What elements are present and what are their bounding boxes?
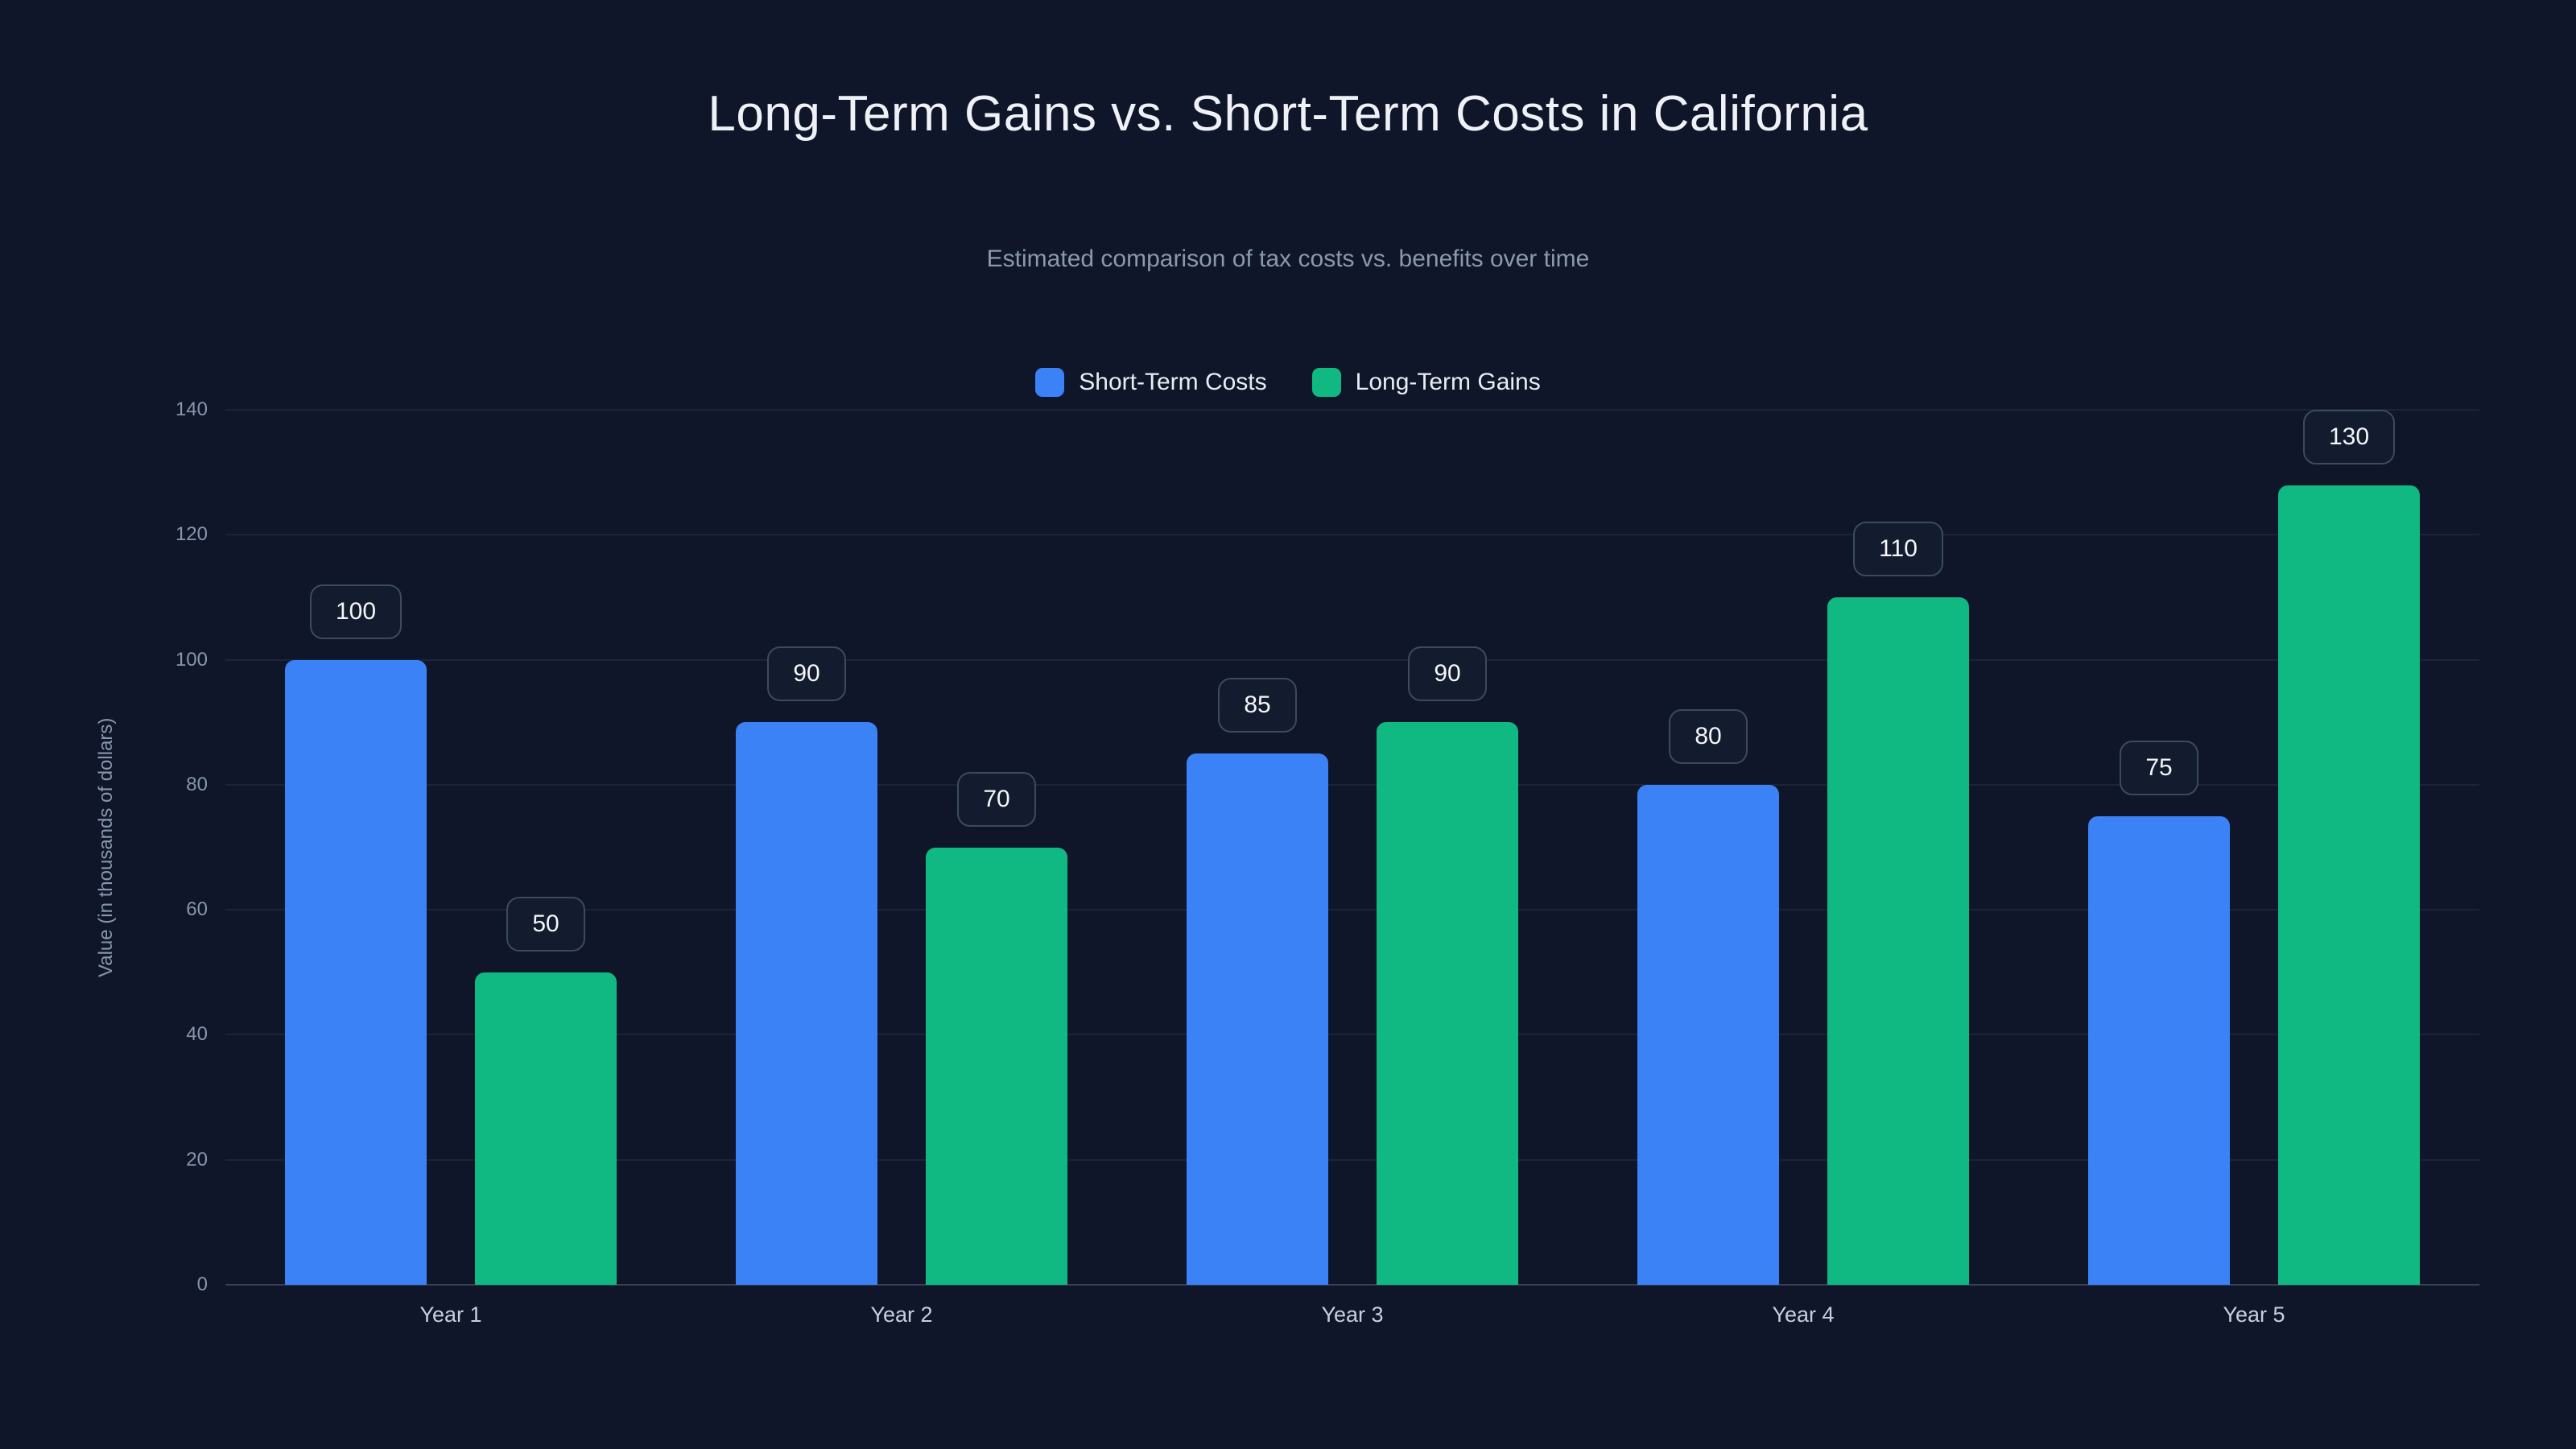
bar-wrap: 80 xyxy=(1637,410,1779,1285)
y-tick-label: 100 xyxy=(175,648,208,671)
plot-column: 0 20 40 60 80 100 120 140 100 50 90 70 85 90 80 110 75 13… xyxy=(175,398,2479,1327)
y-tick-label: 80 xyxy=(186,773,208,795)
bar-group-year-1: 100 50 xyxy=(285,410,617,1285)
legend: Short-Term Costs Long-Term Gains xyxy=(0,366,2576,398)
bar-value-badge: 100 xyxy=(309,584,402,639)
chart-subtitle: Estimated comparison of tax costs vs. be… xyxy=(986,246,1590,272)
gridline xyxy=(225,1158,2479,1161)
legend-label: Short-Term Costs xyxy=(1079,369,1267,395)
y-tick-label: 40 xyxy=(186,1023,208,1046)
bar-value-badge: 130 xyxy=(2302,410,2396,464)
plot-area: 0 20 40 60 80 100 120 140 100 50 90 70 85 90 80 110 75 13… xyxy=(175,398,2479,1295)
chart-page: Long-Term Gains vs. Short-Term Costs in … xyxy=(0,85,2576,1449)
bar-wrap: 110 xyxy=(1827,410,1969,1285)
legend-item-long-term-gains[interactable]: Long-Term Gains xyxy=(1311,368,1541,397)
gridline xyxy=(225,1284,2479,1286)
bar-value-badge: 75 xyxy=(2120,740,2198,795)
x-axis-label-year-4: Year 4 xyxy=(1772,1302,1835,1327)
bar-value-badge: 70 xyxy=(957,771,1036,827)
x-axis-label-year-1: Year 1 xyxy=(419,1302,482,1327)
bar-short-term-costs-year-3 xyxy=(1187,753,1328,1285)
bar-wrap: 70 xyxy=(926,410,1067,1285)
y-axis-title: Value (in thousands of dollars) xyxy=(95,717,117,977)
x-axis-labels: Year 1 Year 2 Year 3 Year 4 Year 5 xyxy=(225,1302,2479,1327)
bar-value-badge: 80 xyxy=(1669,708,1748,764)
y-tick-label: 120 xyxy=(175,523,208,546)
gridline xyxy=(225,1034,2479,1036)
bar-value-badge: 50 xyxy=(506,896,585,952)
gridline xyxy=(225,909,2479,911)
gridline xyxy=(225,534,2479,536)
y-tick-label: 20 xyxy=(186,1148,208,1170)
y-tick-label: 60 xyxy=(186,898,208,921)
bar-groups: 100 50 90 70 85 90 80 110 75 130 xyxy=(225,410,2479,1285)
gridline xyxy=(225,658,2479,661)
bar-wrap: 90 xyxy=(1377,410,1518,1285)
bar-wrap: 85 xyxy=(1187,410,1328,1285)
bar-long-term-gains-year-1 xyxy=(475,972,617,1285)
bar-value-badge: 90 xyxy=(767,646,846,702)
bar-value-badge: 110 xyxy=(1853,521,1943,576)
bar-group-year-4: 80 110 xyxy=(1637,410,1969,1285)
y-tick-label: 0 xyxy=(196,1274,208,1295)
bar-wrap: 50 xyxy=(475,410,617,1285)
bar-short-term-costs-year-1 xyxy=(285,659,427,1285)
bar-long-term-gains-year-5 xyxy=(2278,485,2420,1285)
y-tick-label: 140 xyxy=(175,398,208,420)
x-axis-label-year-2: Year 2 xyxy=(870,1302,933,1327)
bar-long-term-gains-year-2 xyxy=(926,847,1067,1285)
bar-short-term-costs-year-2 xyxy=(736,722,877,1285)
bar-wrap: 75 xyxy=(2088,410,2230,1285)
chart-area: Value (in thousands of dollars) 0 20 40 60 8… xyxy=(0,398,2576,1327)
bar-group-year-5: 75 130 xyxy=(2088,410,2420,1285)
bar-value-badge: 90 xyxy=(1408,646,1487,702)
bar-long-term-gains-year-4 xyxy=(1827,597,1969,1285)
legend-label: Long-Term Gains xyxy=(1355,369,1541,395)
bar-short-term-costs-year-4 xyxy=(1637,784,1779,1285)
bar-group-year-2: 90 70 xyxy=(736,410,1067,1285)
bar-group-year-3: 85 90 xyxy=(1187,410,1518,1285)
gridline xyxy=(225,783,2479,786)
legend-swatch-icon xyxy=(1035,368,1065,397)
bar-short-term-costs-year-5 xyxy=(2088,815,2230,1285)
bar-wrap: 130 xyxy=(2278,410,2420,1285)
bar-long-term-gains-year-3 xyxy=(1377,722,1518,1285)
bar-wrap: 90 xyxy=(736,410,877,1285)
x-axis-label-year-5: Year 5 xyxy=(2223,1302,2285,1327)
x-axis-label-year-3: Year 3 xyxy=(1321,1302,1384,1327)
bar-wrap: 100 xyxy=(285,410,427,1285)
gridline xyxy=(225,409,2479,411)
bar-value-badge: 85 xyxy=(1218,678,1297,733)
legend-swatch-icon xyxy=(1311,368,1341,397)
chart-title: Long-Term Gains vs. Short-Term Costs in … xyxy=(708,86,1868,142)
legend-item-short-term-costs[interactable]: Short-Term Costs xyxy=(1035,368,1267,397)
